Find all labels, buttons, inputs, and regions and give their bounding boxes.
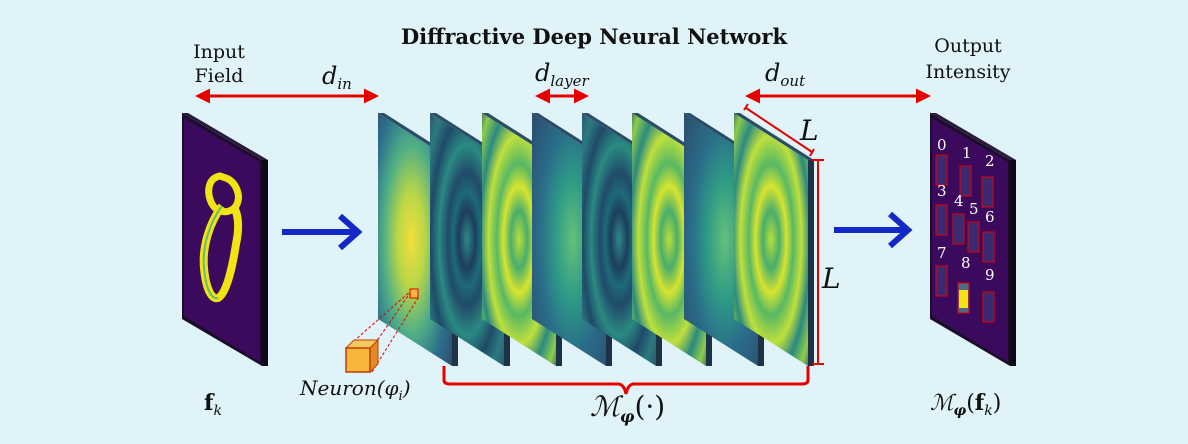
model-brace — [442, 366, 810, 395]
input-fk-label: fk — [204, 390, 222, 419]
output-intensity-label-line2: Intensity — [925, 61, 1010, 83]
neuron-small-icon — [409, 288, 419, 299]
detector-region-1 — [959, 165, 972, 197]
l-top-dimension-line — [745, 107, 813, 153]
detector-label-6: 6 — [985, 208, 995, 226]
diffractive-layer-8 — [734, 113, 814, 366]
neuron-label: Neuron(φi) — [299, 376, 411, 404]
l-side-label: L — [821, 262, 841, 295]
detector-label-8: 8 — [961, 254, 971, 272]
detector-label-3: 3 — [937, 182, 947, 200]
d-in-label: din — [322, 62, 352, 93]
detector-region-6 — [982, 231, 995, 263]
detector-region-3 — [935, 204, 948, 236]
detector-label-7: 7 — [937, 244, 947, 262]
detector-label-9: 9 — [985, 266, 995, 284]
detector-label-0: 0 — [937, 136, 947, 154]
input-field-label-line2: Field — [195, 65, 244, 87]
output-intensity-panel: 0 1 2 34 5 6 789 — [930, 113, 1016, 366]
detector-label-1: 1 — [962, 144, 972, 162]
detector-region-7 — [935, 265, 948, 297]
propagation-arrow-in — [282, 213, 363, 251]
input-field-panel — [182, 113, 268, 366]
detector-label-5: 5 — [969, 200, 979, 218]
detector-label-2: 2 — [985, 152, 995, 170]
diagram-title: Diffractive Deep Neural Network — [401, 24, 788, 49]
detector-hotspot — [959, 290, 968, 308]
neuron-callout — [344, 288, 419, 374]
neuron-cube-icon — [345, 347, 371, 373]
output-model-label: ℳφ(fk) — [930, 390, 1001, 419]
detector-region-2 — [981, 176, 994, 208]
detector-region-5 — [967, 221, 980, 253]
model-label: ℳφ(·) — [590, 390, 665, 426]
detector-region-0 — [935, 154, 948, 186]
detector-label-4: 4 — [954, 192, 964, 210]
d-out-label: dout — [765, 59, 806, 90]
propagation-arrow-out — [834, 211, 913, 249]
d-layer-label: dlayer — [535, 59, 589, 90]
output-intensity-label-line1: Output — [934, 35, 1002, 57]
detector-region-9 — [982, 291, 995, 323]
detector-region-4 — [952, 213, 965, 245]
detector-grid: 0 1 2 34 5 6 789 — [935, 136, 995, 323]
l-top-label: L — [799, 114, 819, 147]
input-digit-eight — [199, 172, 243, 303]
input-field-label-line1: Input — [193, 41, 245, 63]
